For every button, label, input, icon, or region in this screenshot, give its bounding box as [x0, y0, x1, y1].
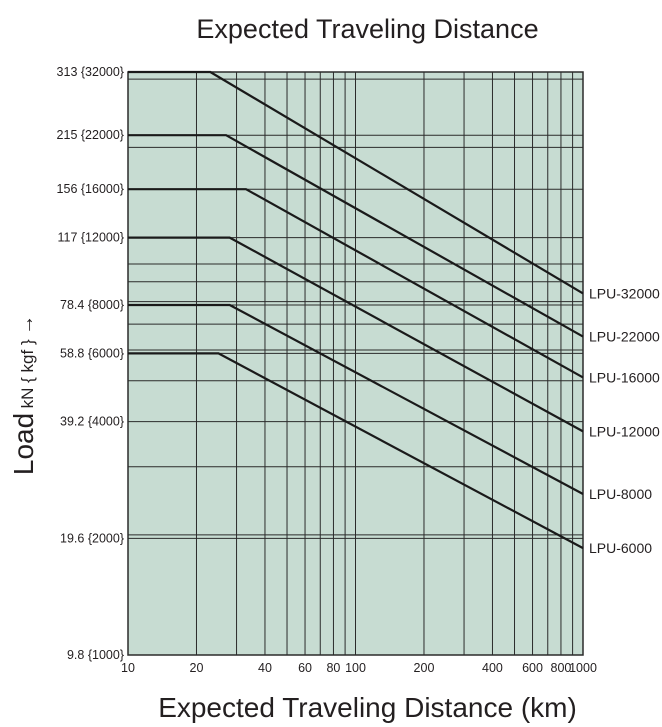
series-label: LPU-16000 [589, 369, 660, 385]
x-tick-label: 600 [522, 661, 543, 675]
x-tick-label: 80 [326, 661, 340, 675]
series-line [128, 236, 584, 433]
x-tick-label: 100 [345, 661, 366, 675]
x-tick-label: 60 [298, 661, 312, 675]
x-tick-label: 400 [482, 661, 503, 675]
series-line [128, 352, 584, 550]
series-label: LPU-32000 [589, 285, 660, 301]
y-tick-label: 156 {16000} [57, 182, 124, 196]
series-label: LPU-22000 [589, 329, 660, 345]
x-tick-label: 200 [414, 661, 435, 675]
series-line [128, 303, 584, 495]
y-tick-label: 78.4 {8000} [60, 298, 124, 312]
y-axis-ticks: 313 {32000} 215 {22000} 156 {16000} 117 {12… [57, 65, 124, 662]
y-tick-label: 215 {22000} [57, 128, 124, 142]
x-tick-label: 40 [258, 661, 272, 675]
x-tick-label: 20 [190, 661, 204, 675]
x-tick-label: 10 [121, 661, 135, 675]
series-labels: LPU-32000 LPU-22000 LPU-16000 LPU-12000 LPU-… [589, 285, 660, 556]
y-tick-label: 9.8 {1000} [67, 648, 124, 662]
y-axis-title-main: Load [8, 412, 39, 476]
y-axis-arrow-icon: → [16, 314, 38, 335]
series-label: LPU-6000 [589, 540, 652, 556]
y-tick-label: 19.6 {2000} [60, 531, 124, 545]
y-tick-label: 39.2 {4000} [60, 415, 124, 429]
x-tick-label: 800 [551, 661, 572, 675]
series-label: LPU-12000 [589, 423, 660, 439]
series-line [128, 134, 584, 338]
y-tick-label: 117 {12000} [57, 231, 124, 245]
series-label: LPU-8000 [589, 486, 652, 502]
chart-title: Expected Traveling Distance [196, 14, 539, 44]
y-tick-label: 58.8 {6000} [60, 346, 124, 360]
series-line [128, 188, 584, 379]
x-tick-label: 1000 [569, 661, 597, 675]
y-axis-title: Load kN { kgf } → [8, 315, 40, 475]
x-axis-title: Expected Traveling Distance (km) [158, 692, 577, 723]
series-lines [128, 70, 584, 550]
y-tick-label: 313 {32000} [57, 65, 124, 79]
series-line [128, 70, 584, 295]
y-axis-title-unit: kN { kgf } [18, 339, 37, 409]
grid-lines [127, 71, 584, 656]
